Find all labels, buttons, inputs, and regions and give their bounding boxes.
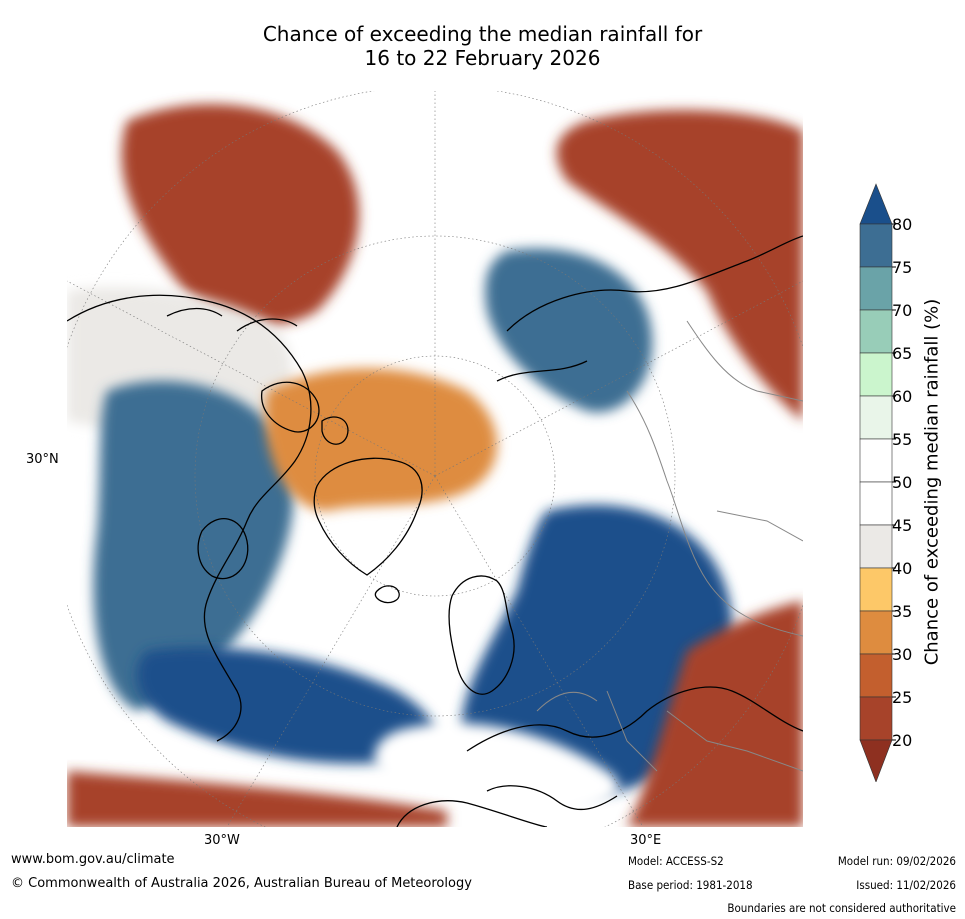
coast-siberia: [496, 235, 803, 382]
disclaimer-text: Boundaries are not considered authoritat…: [727, 901, 956, 915]
coast-hudson-bay: [197, 518, 249, 580]
colorbar-tick-label: 65: [892, 344, 912, 363]
colorbar-tick-label: 35: [892, 602, 912, 621]
map-canvas: [67, 91, 803, 827]
coast-canadian-arctic: [261, 381, 349, 445]
field-middle-east-dry: [627, 601, 803, 827]
colorbar: 80 75 70 65 60 55 50 45 40 35 30 25 20: [858, 182, 918, 783]
base-period-text: Base period: 1981-2018: [628, 878, 753, 892]
colorbar-band: [859, 266, 893, 311]
rainfall-probability-map: [67, 91, 803, 827]
boundary-russia: [626, 390, 803, 637]
graticule-meridian: [434, 475, 644, 827]
colorbar-title: Chance of exceeding median rainfall (%): [921, 298, 943, 666]
coast-scandinavia: [448, 575, 515, 695]
colorbar-band: [859, 653, 893, 698]
colorbar-band: [859, 481, 893, 526]
colorbar-band: [859, 309, 893, 354]
coast-north-america: [67, 294, 312, 742]
colorbar-tick-label: 45: [892, 516, 912, 535]
colorbar-band: [859, 352, 893, 397]
model-text: Model: ACCESS-S2: [628, 854, 724, 868]
copyright-text: © Commonwealth of Australia 2026, Austra…: [11, 876, 472, 891]
colorbar-tick-label: 55: [892, 430, 912, 449]
graticule: [67, 91, 803, 827]
field-europe-wet: [461, 504, 733, 796]
colorbar-tick-label: 25: [892, 688, 912, 707]
title-line-2: 16 to 22 February 2026: [364, 46, 601, 70]
field-mediterranean: [374, 723, 619, 817]
colorbar-svg: 80 75 70 65 60 55 50 45 40 35 30 25 20: [859, 183, 912, 783]
colorbar-tick-label: 30: [892, 645, 912, 664]
lon-label-30e: 30°E: [630, 833, 662, 848]
colorbar-band: [859, 223, 893, 268]
issued-text: Issued: 11/02/2026: [856, 878, 956, 892]
website-link[interactable]: www.bom.gov.au/climate: [11, 852, 175, 867]
colorbar-band: [859, 524, 893, 569]
colorbar-extend-low: [859, 739, 893, 783]
colorbar-band: [859, 395, 893, 440]
coast-north-africa: [396, 800, 548, 827]
chart-title: Chance of exceeding the median rainfall …: [0, 22, 965, 70]
colorbar-tick-label: 60: [892, 387, 912, 406]
coast-greenland: [313, 457, 423, 576]
colorbar-band: [859, 567, 893, 612]
coast-europe: [466, 686, 803, 811]
title-line-1: Chance of exceeding the median rainfall …: [262, 22, 703, 46]
field-canada-wet: [93, 381, 294, 711]
field-north-africa-dry: [67, 771, 447, 827]
coastlines: [67, 235, 803, 827]
coast-alaska: [166, 307, 298, 332]
colorbar-tick-label: 75: [892, 258, 912, 277]
field-north-atlantic-wet: [136, 647, 435, 764]
lon-label-30w: 30°W: [204, 833, 240, 848]
colorbar-tick-label: 40: [892, 559, 912, 578]
colorbar-tick-label: 80: [892, 215, 912, 234]
graticule-lat-50: [194, 235, 676, 717]
field-north-pacific-dry: [121, 104, 359, 326]
colorbar-band: [859, 610, 893, 655]
graticule-meridian: [434, 280, 803, 477]
lat-label-30n: 30°N: [26, 452, 59, 467]
colorbar-extend-high: [859, 183, 893, 225]
country-boundaries: [536, 320, 803, 772]
model-run-text: Model run: 09/02/2026: [837, 854, 956, 868]
boundary-asia: [686, 320, 803, 542]
colorbar-band: [859, 438, 893, 483]
field-siberia-dry: [556, 110, 803, 421]
coast-iceland: [374, 585, 400, 604]
colorbar-tick-label: 50: [892, 473, 912, 492]
colorbar-tick-label: 70: [892, 301, 912, 320]
graticule-meridian: [67, 280, 436, 477]
colorbar-tick-label: 20: [892, 731, 912, 750]
graticule-meridian: [226, 475, 436, 827]
field-greenland-dry: [265, 368, 497, 511]
boundary-europe: [536, 690, 803, 772]
colorbar-band: [859, 696, 893, 741]
